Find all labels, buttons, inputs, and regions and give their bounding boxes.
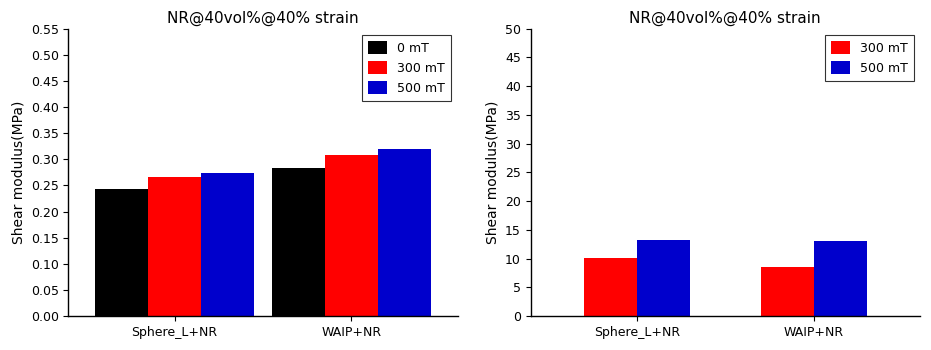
Legend: 300 mT, 500 mT: 300 mT, 500 mT: [825, 35, 913, 81]
Bar: [148, 177, 201, 316]
Bar: [272, 168, 325, 316]
Bar: [584, 258, 637, 316]
Bar: [378, 149, 431, 316]
Bar: [95, 189, 148, 316]
Title: NR@40vol%@40% strain: NR@40vol%@40% strain: [168, 11, 358, 26]
Y-axis label: Shear modulus(MPa): Shear modulus(MPa): [11, 101, 25, 244]
Bar: [814, 241, 867, 316]
Bar: [201, 173, 254, 316]
Y-axis label: Shear modulus(MPa): Shear modulus(MPa): [485, 101, 499, 244]
Legend: 0 mT, 300 mT, 500 mT: 0 mT, 300 mT, 500 mT: [362, 35, 452, 101]
Title: NR@40vol%@40% strain: NR@40vol%@40% strain: [629, 11, 821, 26]
Bar: [637, 240, 690, 316]
Bar: [761, 267, 814, 316]
Bar: [325, 155, 378, 316]
